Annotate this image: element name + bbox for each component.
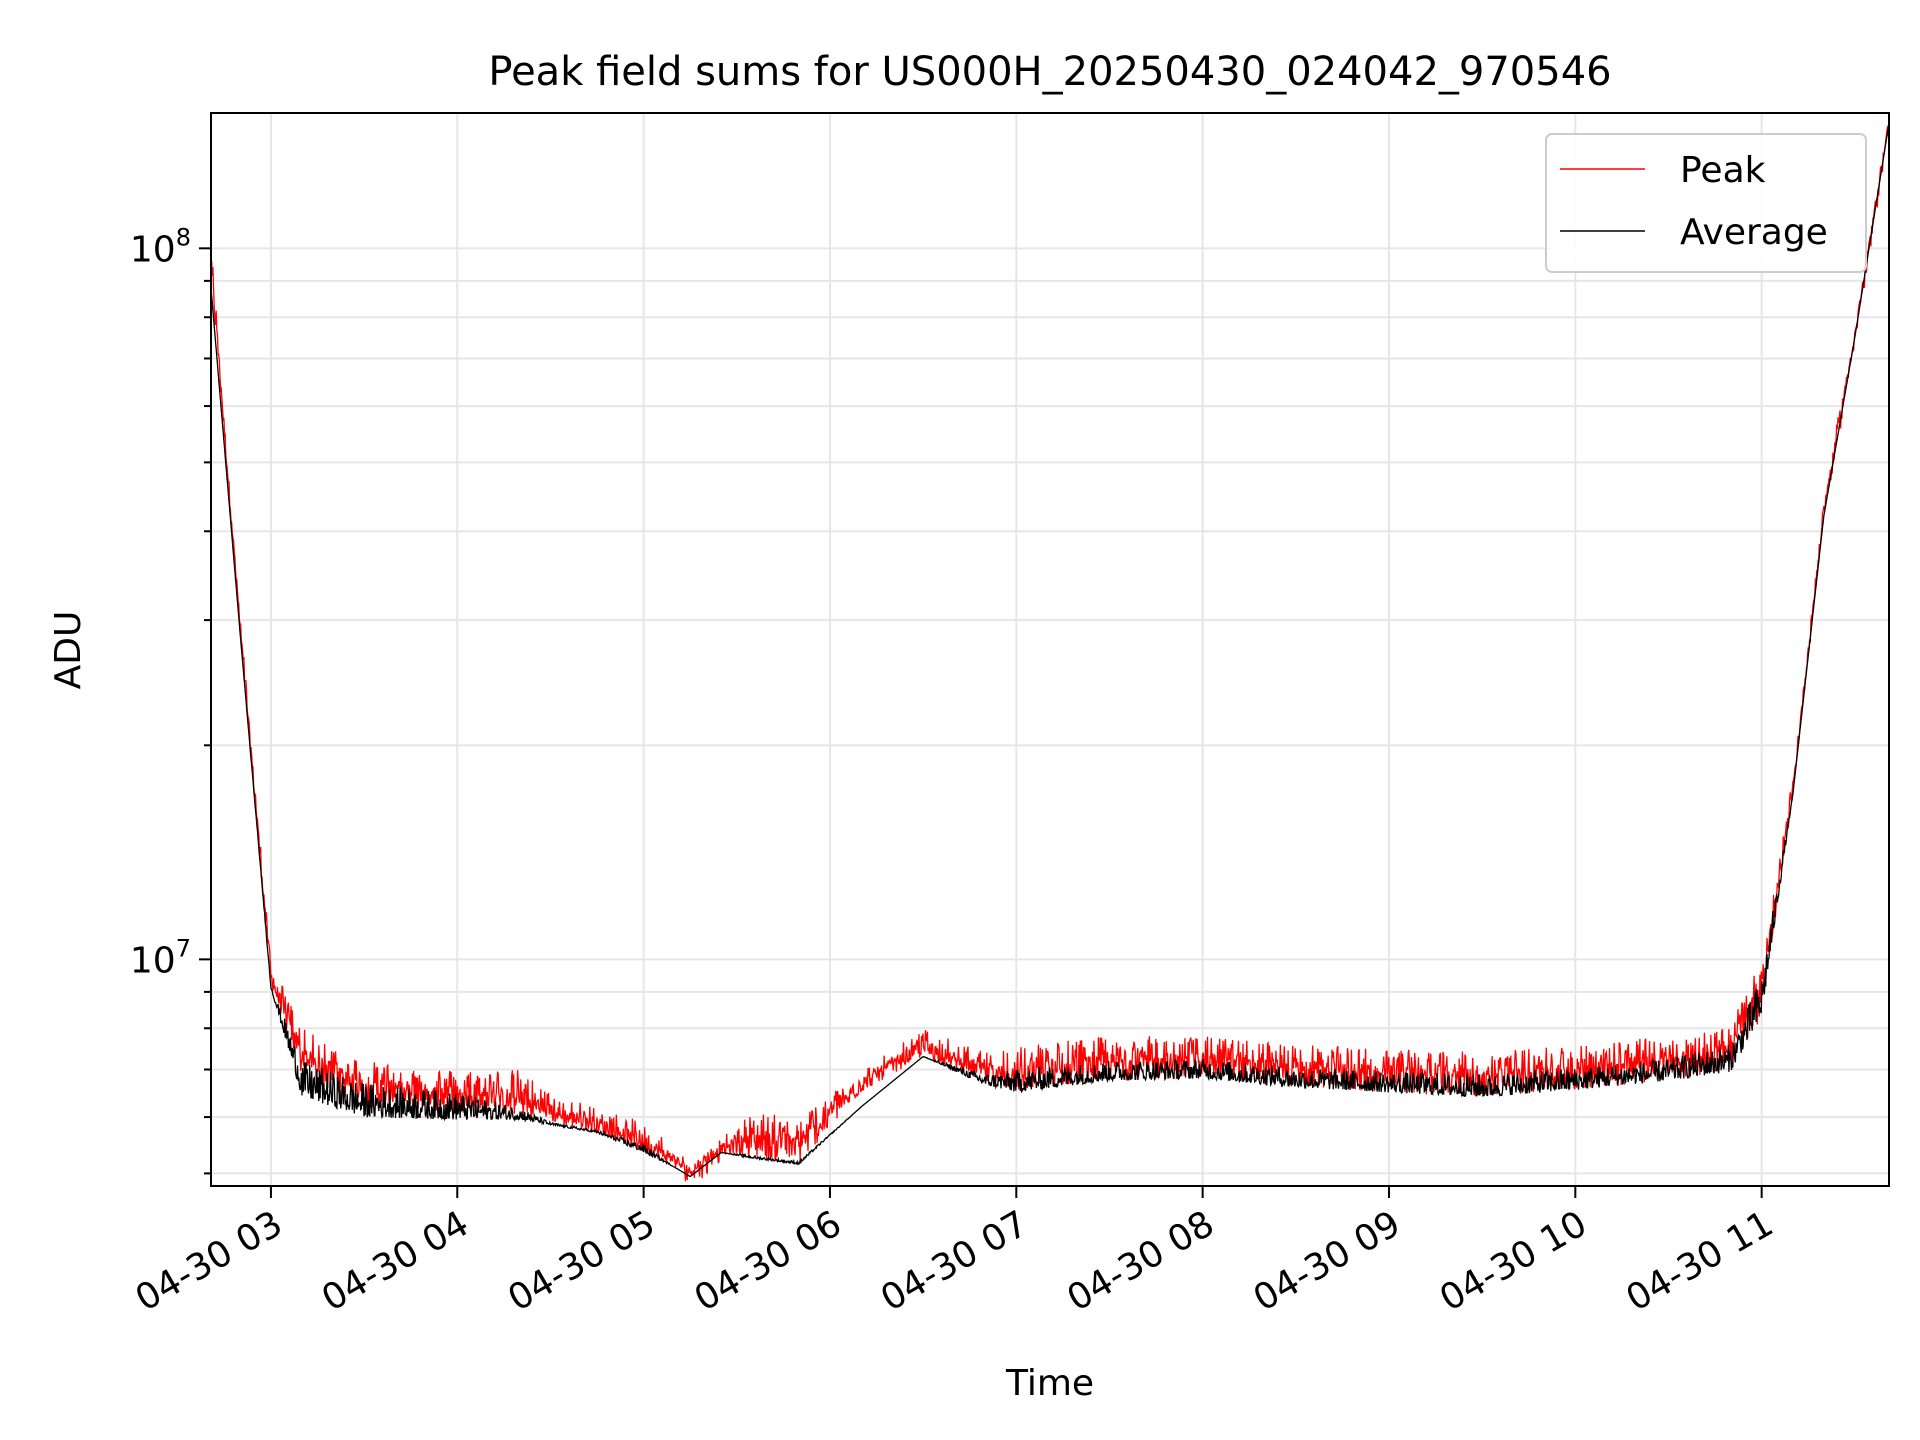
legend: Peak Average xyxy=(1545,133,1867,273)
y-tick-label: 108 xyxy=(130,223,191,270)
legend-label-peak: Peak xyxy=(1680,150,1766,191)
legend-label-average: Average xyxy=(1680,212,1828,253)
chart-title: Peak field sums for US000H_20250430_0240… xyxy=(488,49,1611,95)
y-tick-label: 107 xyxy=(130,934,191,981)
series-average-line xyxy=(210,123,1890,1177)
grid xyxy=(211,113,1889,1186)
plot-frame xyxy=(210,112,1890,1187)
y-axis-label: ADU xyxy=(48,611,89,690)
series-layer xyxy=(210,118,1890,1182)
y-axis: 107 108 xyxy=(130,223,211,1175)
x-axis-label: Time xyxy=(1005,1363,1094,1404)
